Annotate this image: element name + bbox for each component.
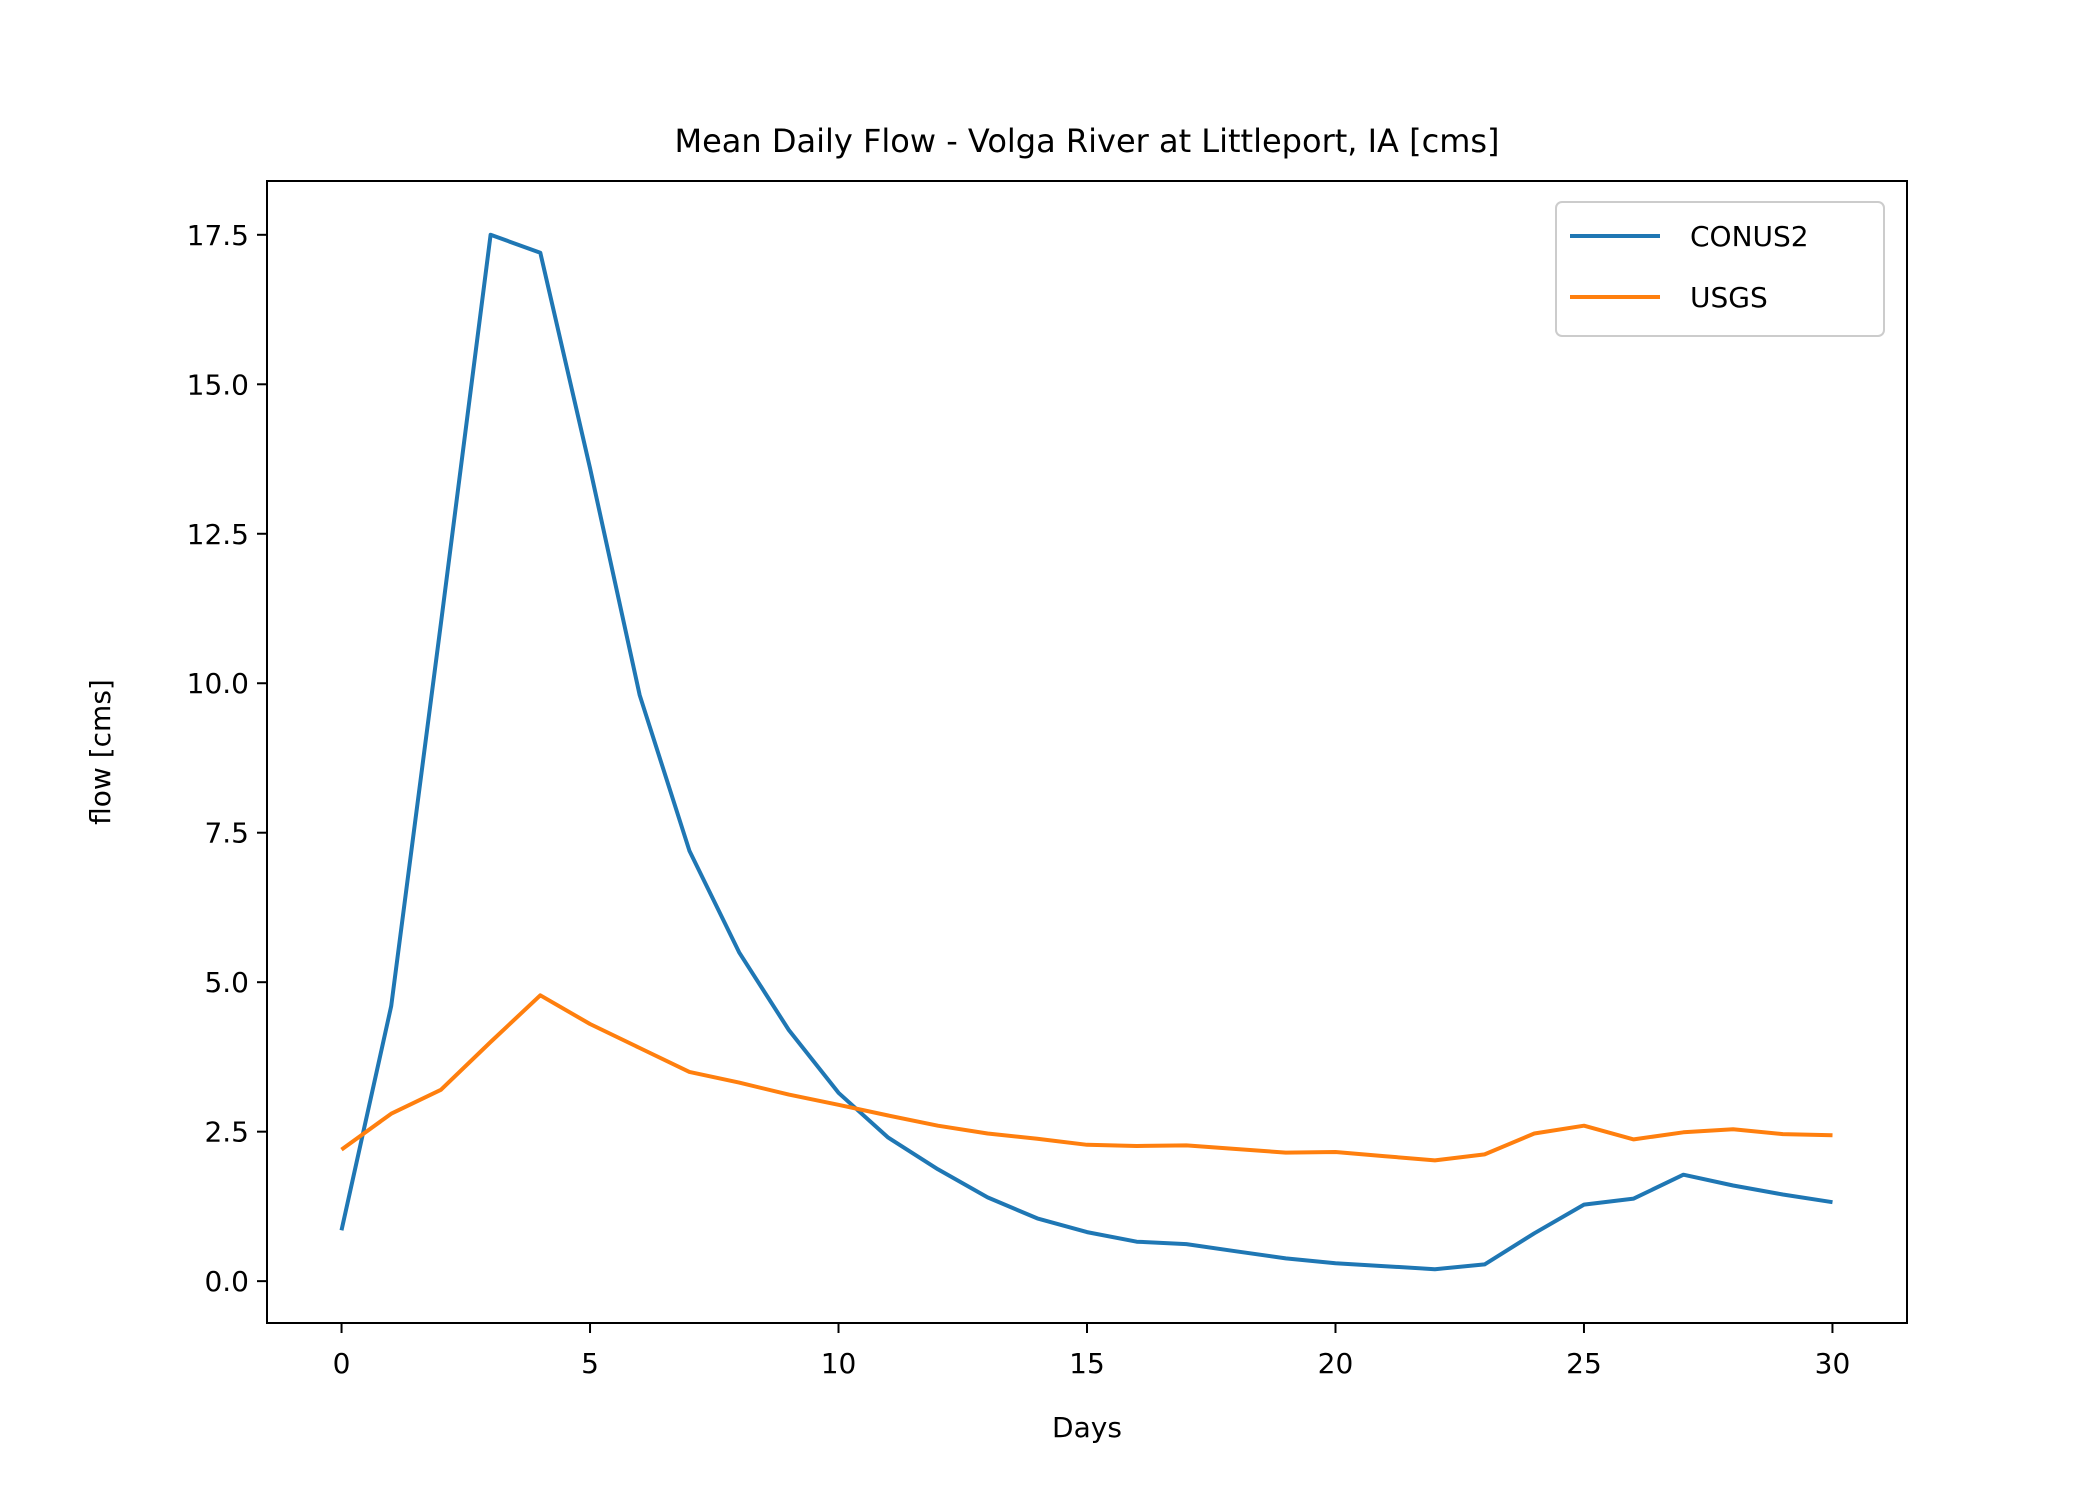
plot-lines: [339, 232, 1833, 1272]
legend-label-conus2: CONUS2: [1690, 220, 1809, 253]
plot-area-frame: [266, 180, 1908, 1324]
y-tick-label: 2.5: [204, 1116, 249, 1149]
y-tick-label: 5.0: [204, 966, 249, 999]
y-tick-label: 12.5: [187, 518, 249, 551]
x-axis-ticks: 0 5 10 15 20 25 30: [333, 1323, 1851, 1380]
series-line-usgs: [340, 993, 1833, 1163]
x-tick-label: 5: [581, 1347, 599, 1380]
x-tick-label: 25: [1566, 1347, 1602, 1380]
x-axis-label: Days: [1052, 1411, 1122, 1444]
y-axis-label: flow [cms]: [84, 679, 117, 825]
legend: CONUS2 USGS: [1555, 201, 1885, 337]
x-tick-label: 10: [821, 1347, 857, 1380]
x-tick-label: 30: [1815, 1347, 1851, 1380]
y-tick-label: 17.5: [187, 219, 249, 252]
y-tick-label: 10.0: [187, 667, 249, 700]
chart-title: Mean Daily Flow - Volga River at Littlep…: [674, 122, 1499, 160]
x-tick-label: 0: [333, 1347, 351, 1380]
y-tick-label: 7.5: [204, 817, 249, 850]
x-tick-label: 15: [1069, 1347, 1105, 1380]
y-tick-label: 15.0: [187, 368, 249, 401]
y-axis-ticks: 0.0 2.5 5.0 7.5 10.0 12.5 15.0 17.5: [187, 219, 267, 1298]
legend-label-usgs: USGS: [1690, 281, 1768, 314]
x-tick-label: 20: [1318, 1347, 1354, 1380]
series-line-conus2: [339, 232, 1833, 1272]
y-tick-label: 0.0: [204, 1265, 249, 1298]
